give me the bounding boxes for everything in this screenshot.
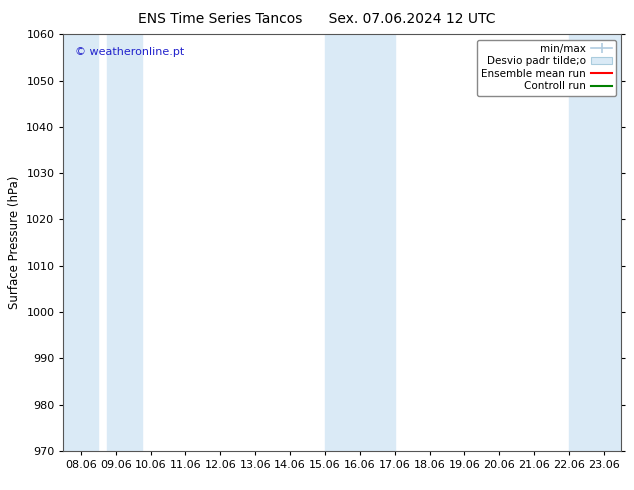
Bar [107,34,142,451]
Text: © weatheronline.pt: © weatheronline.pt [75,47,184,57]
Text: ENS Time Series Tancos      Sex. 07.06.2024 12 UTC: ENS Time Series Tancos Sex. 07.06.2024 1… [138,12,496,26]
Bar [63,34,98,451]
Bar [569,34,621,451]
Legend: min/max, Desvio padr tilde;o, Ensemble mean run, Controll run: min/max, Desvio padr tilde;o, Ensemble m… [477,40,616,96]
Y-axis label: Surface Pressure (hPa): Surface Pressure (hPa) [8,176,21,309]
Bar [325,34,394,451]
